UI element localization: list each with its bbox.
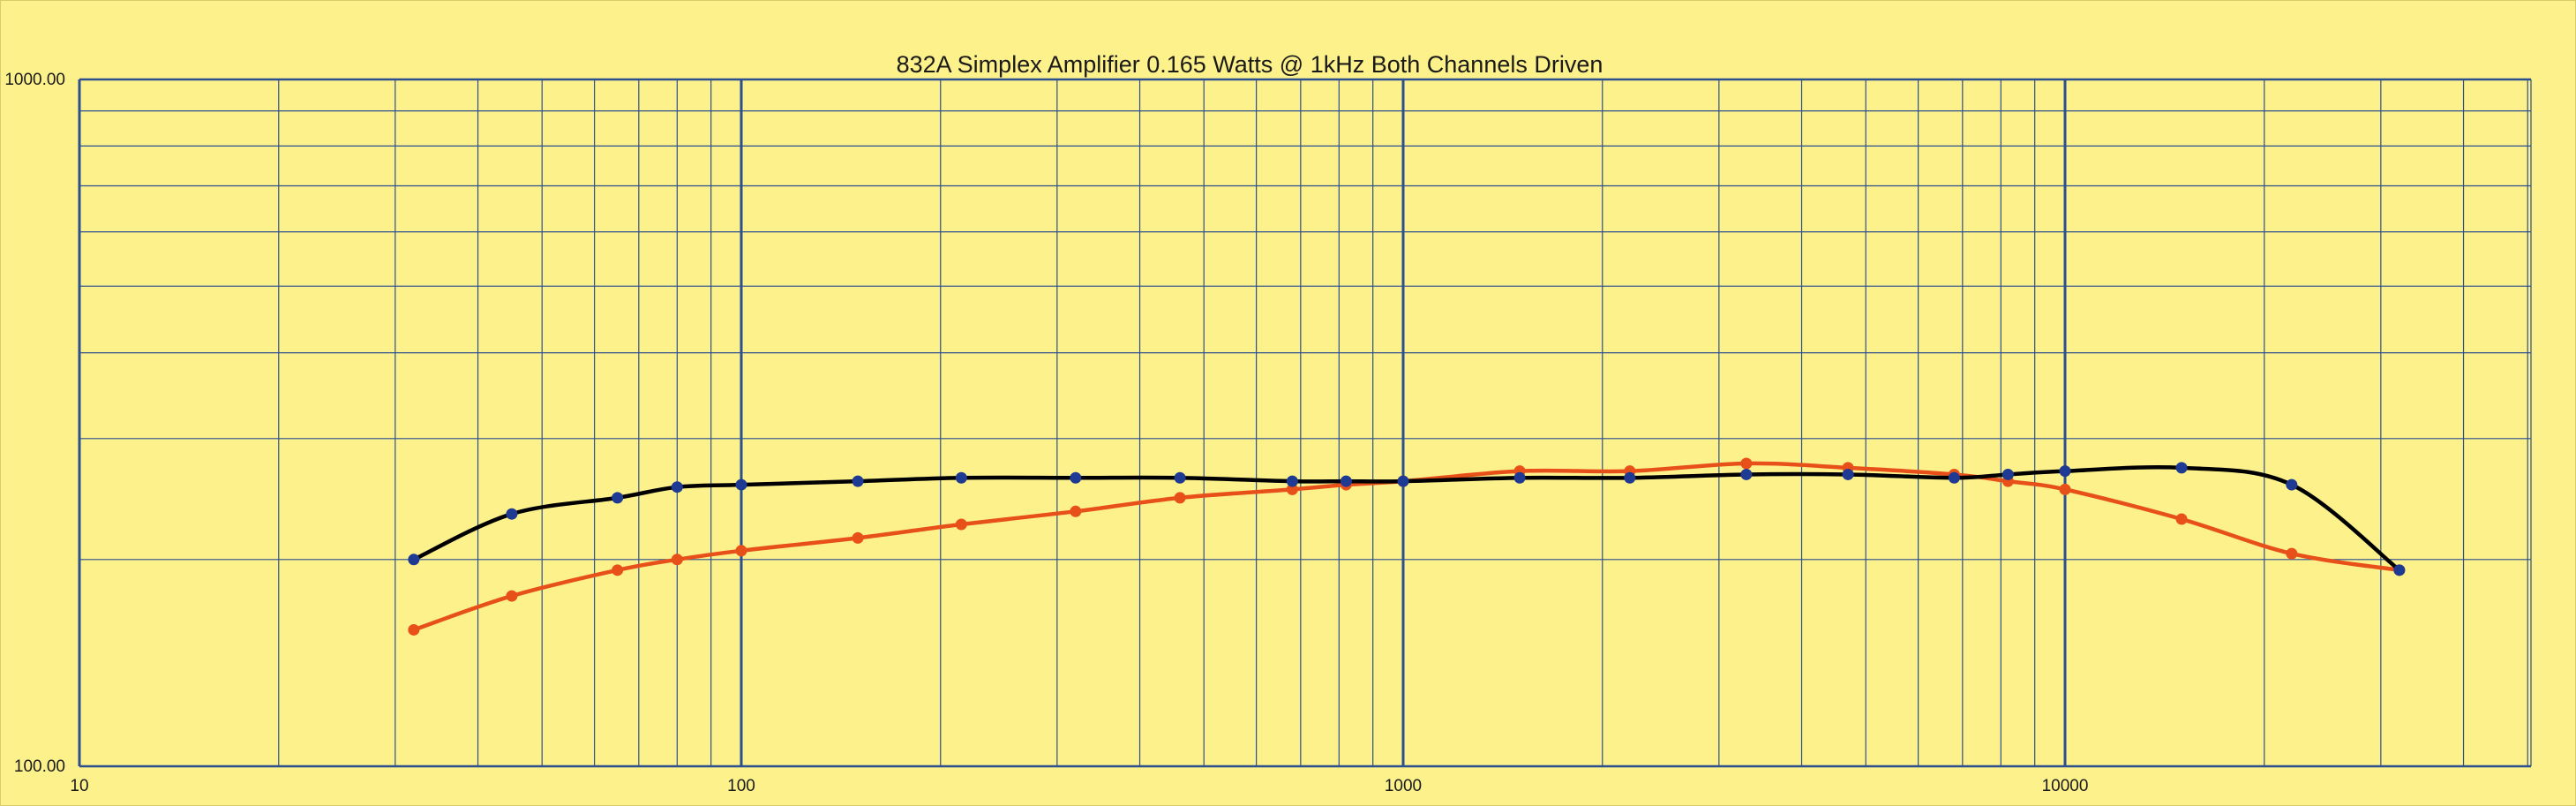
- series-1-point: [2001, 468, 2014, 480]
- series-1-point: [955, 471, 967, 484]
- series-1-point: [2286, 478, 2298, 491]
- series-2-point: [735, 545, 747, 557]
- series-1-point: [1070, 471, 1082, 484]
- series-1-point: [1513, 471, 1526, 484]
- series-1-point: [612, 492, 624, 504]
- chart-title: 832A Simplex Amplifier 0.165 Watts @ 1kH…: [897, 51, 1603, 78]
- x-tick-label: 10000: [2042, 777, 2089, 795]
- y-tick-label: 1000.00: [4, 71, 65, 89]
- x-tick-label: 100: [727, 777, 755, 795]
- series-1-point: [408, 554, 420, 566]
- series-2-point: [408, 623, 420, 636]
- series-1-point: [1740, 468, 1753, 480]
- series-2-point: [506, 590, 518, 602]
- series-1-point: [2393, 564, 2406, 576]
- series-1: [408, 462, 2406, 576]
- series-1-point: [1340, 475, 1352, 487]
- series-1-point: [1948, 471, 1960, 484]
- y-tick-label: 100.00: [14, 757, 65, 776]
- series-1-point: [2059, 465, 2071, 478]
- series-2-point: [671, 554, 683, 566]
- series-1-line: [411, 464, 2402, 573]
- series-1-point: [1286, 475, 1298, 487]
- series-1-point: [1624, 471, 1636, 484]
- series-2-point: [2175, 513, 2188, 525]
- tick-labels: 10 100 1000 10000 100.00 1000.00: [4, 71, 2088, 795]
- series-1-point: [735, 478, 747, 491]
- series-1-point: [671, 481, 683, 493]
- x-tick-label: 1000: [1385, 777, 1422, 795]
- series-1-point: [1842, 468, 1854, 480]
- series-2-point: [1174, 492, 1186, 504]
- series-2-point: [955, 518, 967, 531]
- series-1-point: [1174, 471, 1186, 484]
- series-1-point: [852, 475, 864, 487]
- series-2-point: [612, 564, 624, 576]
- series-2-point: [2059, 483, 2071, 495]
- series-1-point: [1397, 475, 1409, 487]
- series-2-point: [852, 531, 864, 544]
- plot-area: [79, 79, 2531, 766]
- series-2-point: [1070, 505, 1082, 517]
- grid-lines: [78, 78, 2532, 768]
- series-layer: [408, 457, 2406, 636]
- series-2-point: [2286, 547, 2298, 560]
- x-tick-label: 10: [70, 777, 88, 795]
- series-2-point: [1740, 457, 1753, 470]
- series-1-point: [506, 508, 518, 520]
- series-1-point: [2175, 462, 2188, 474]
